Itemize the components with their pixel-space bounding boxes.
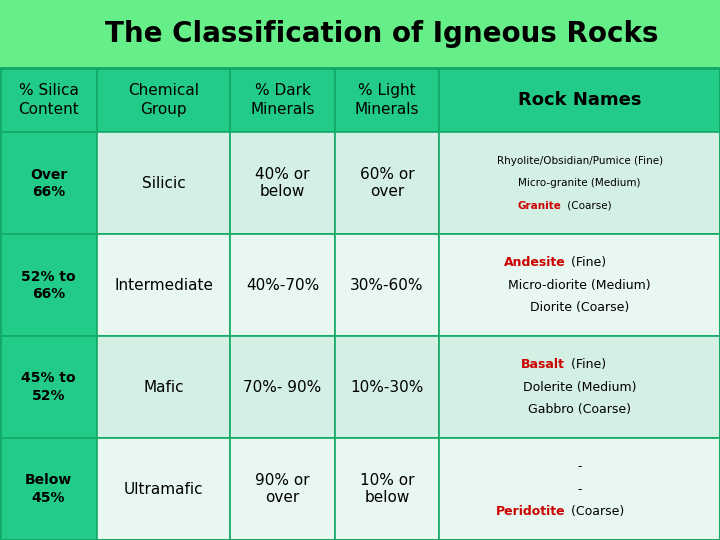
- FancyBboxPatch shape: [439, 438, 720, 540]
- Text: Peridotite: Peridotite: [495, 505, 565, 518]
- Text: 60% or
over: 60% or over: [360, 167, 414, 199]
- FancyBboxPatch shape: [335, 234, 439, 336]
- Text: Rock Names: Rock Names: [518, 91, 642, 109]
- Text: Dolerite (Medium): Dolerite (Medium): [523, 381, 636, 394]
- FancyBboxPatch shape: [97, 234, 230, 336]
- FancyBboxPatch shape: [335, 438, 439, 540]
- FancyBboxPatch shape: [335, 132, 439, 234]
- FancyBboxPatch shape: [0, 132, 97, 234]
- Text: % Dark
Minerals: % Dark Minerals: [251, 83, 315, 117]
- FancyBboxPatch shape: [335, 68, 439, 132]
- Text: Mafic: Mafic: [143, 380, 184, 395]
- Text: 52% to
66%: 52% to 66%: [22, 269, 76, 301]
- Text: Below
45%: Below 45%: [25, 474, 72, 505]
- FancyBboxPatch shape: [97, 336, 230, 438]
- FancyBboxPatch shape: [439, 68, 720, 132]
- FancyBboxPatch shape: [0, 438, 97, 540]
- Text: Basalt: Basalt: [521, 358, 565, 371]
- Text: 90% or
over: 90% or over: [256, 473, 310, 505]
- FancyBboxPatch shape: [439, 132, 720, 234]
- Text: Chemical
Group: Chemical Group: [128, 83, 199, 117]
- Text: Gabbro (Coarse): Gabbro (Coarse): [528, 403, 631, 416]
- Text: Rhyolite/Obsidian/Pumice (Fine): Rhyolite/Obsidian/Pumice (Fine): [497, 156, 662, 166]
- Text: 40% or
below: 40% or below: [256, 167, 310, 199]
- Text: Andesite: Andesite: [503, 256, 565, 269]
- FancyBboxPatch shape: [97, 132, 230, 234]
- Text: Ultramafic: Ultramafic: [124, 482, 204, 497]
- Text: The Classification of Igneous Rocks: The Classification of Igneous Rocks: [105, 20, 658, 48]
- Text: Intermediate: Intermediate: [114, 278, 213, 293]
- Text: 40%-70%: 40%-70%: [246, 278, 319, 293]
- Text: Over
66%: Over 66%: [30, 167, 67, 199]
- Text: 70%- 90%: 70%- 90%: [243, 380, 322, 395]
- FancyBboxPatch shape: [335, 336, 439, 438]
- FancyBboxPatch shape: [230, 68, 335, 132]
- Text: (Coarse): (Coarse): [564, 201, 611, 211]
- Text: -: -: [577, 460, 582, 473]
- FancyBboxPatch shape: [97, 438, 230, 540]
- FancyBboxPatch shape: [230, 336, 335, 438]
- Text: 45% to
52%: 45% to 52%: [22, 372, 76, 403]
- Text: (Fine): (Fine): [567, 256, 606, 269]
- FancyBboxPatch shape: [439, 234, 720, 336]
- Text: % Silica
Content: % Silica Content: [18, 83, 79, 117]
- FancyBboxPatch shape: [230, 234, 335, 336]
- Text: % Light
Minerals: % Light Minerals: [355, 83, 419, 117]
- FancyBboxPatch shape: [0, 68, 97, 132]
- Text: 30%-60%: 30%-60%: [350, 278, 424, 293]
- Text: 10% or
below: 10% or below: [360, 473, 414, 505]
- FancyBboxPatch shape: [0, 336, 97, 438]
- Text: Silicic: Silicic: [142, 176, 186, 191]
- Text: Micro-granite (Medium): Micro-granite (Medium): [518, 178, 641, 188]
- Text: 10%-30%: 10%-30%: [351, 380, 423, 395]
- FancyBboxPatch shape: [0, 0, 720, 68]
- Text: (Fine): (Fine): [567, 358, 606, 371]
- FancyBboxPatch shape: [230, 438, 335, 540]
- Text: Granite: Granite: [518, 201, 562, 211]
- FancyBboxPatch shape: [97, 68, 230, 132]
- Text: (Coarse): (Coarse): [567, 505, 625, 518]
- Text: Diorite (Coarse): Diorite (Coarse): [530, 301, 629, 314]
- FancyBboxPatch shape: [439, 336, 720, 438]
- FancyBboxPatch shape: [230, 132, 335, 234]
- FancyBboxPatch shape: [0, 234, 97, 336]
- Text: -: -: [577, 483, 582, 496]
- Text: Micro-diorite (Medium): Micro-diorite (Medium): [508, 279, 651, 292]
